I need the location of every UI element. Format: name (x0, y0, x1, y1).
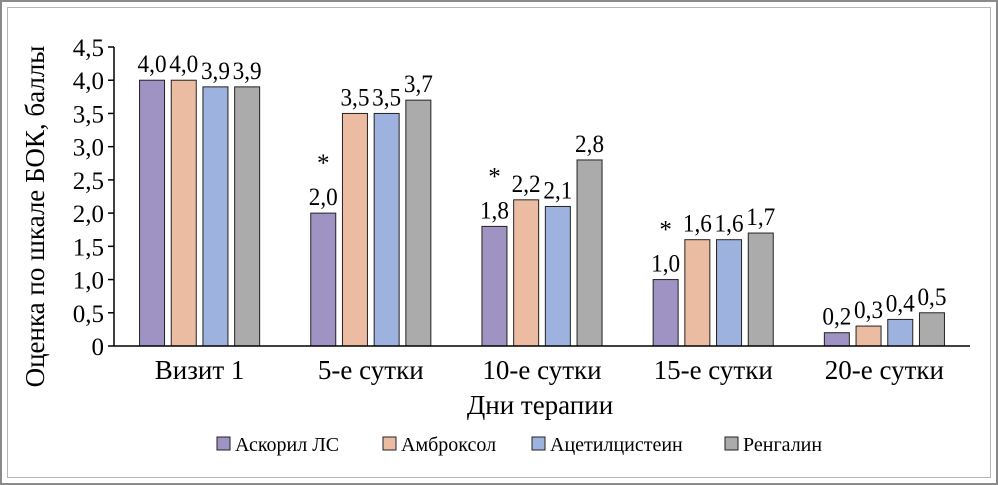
bar (823, 332, 850, 347)
bar (684, 239, 711, 347)
bar (310, 212, 337, 347)
bar (747, 232, 774, 347)
legend-label: Аскорил ЛС (235, 434, 339, 456)
bar (139, 79, 166, 347)
x-category-label: 20-е сутки (825, 355, 944, 385)
data-label: 2,1 (543, 177, 572, 204)
y-tick-label: 1,5 (73, 234, 104, 261)
bar (341, 112, 368, 347)
x-category-label: 10-е сутки (482, 355, 601, 385)
bar (716, 239, 743, 347)
bar (234, 86, 261, 347)
y-tick-label: 3,5 (73, 101, 104, 128)
data-label: 4,0 (138, 51, 167, 78)
bar (887, 318, 914, 347)
y-tick-label: 0,5 (73, 301, 104, 328)
data-label: 3,5 (372, 84, 401, 111)
bar (202, 86, 229, 347)
y-tick-label: 2,0 (73, 201, 104, 228)
data-label: 3,9 (233, 58, 262, 85)
significance-marker: * (488, 163, 501, 190)
legend-swatch (724, 436, 739, 451)
bar (918, 312, 945, 347)
x-category-labels: Визит 1 5-е сутки 10-е сутки 15-е сутки 20-е… (155, 355, 944, 385)
data-label: 1,7 (746, 204, 775, 231)
data-label: 2,0 (309, 184, 338, 211)
bar (373, 112, 400, 347)
y-tick-label: 0 (92, 334, 105, 361)
x-category-label: Визит 1 (155, 355, 245, 385)
bar (576, 159, 603, 347)
legend: Аскорил ЛС Амброксол Ацетилцистеин Ренгалин (216, 434, 822, 456)
legend-swatch (531, 436, 546, 451)
data-label: 0,4 (886, 290, 915, 317)
x-category-label: 15-е сутки (654, 355, 773, 385)
legend-swatch (382, 436, 397, 451)
legend-swatch (216, 436, 231, 451)
legend-label: Амброксол (401, 434, 496, 456)
data-label: 2,8 (575, 131, 604, 158)
data-label: 0,2 (822, 304, 851, 331)
data-label: 0,3 (854, 297, 883, 324)
bar (544, 205, 571, 347)
y-ticks: 0 0,5 1,0 1,5 2,0 2,5 3,0 3,5 4,0 4,5 (73, 35, 114, 361)
y-axis-title: Оценка по шкале БОК, баллы (20, 46, 50, 388)
figure-inner-border (7, 7, 991, 478)
data-label: 1,0 (651, 251, 680, 278)
data-label: 1,6 (683, 211, 712, 238)
data-label: 0,5 (917, 284, 946, 311)
data-labels: 4,0 4,0 3,9 3,92,0*3,5 3,5 3,71,8* 2,2 2,12,81,… (138, 51, 947, 330)
x-category-label: 5-е сутки (318, 355, 424, 385)
data-label: 1,8 (480, 197, 509, 224)
bar (513, 199, 540, 347)
data-label: 3,7 (404, 71, 433, 98)
legend-label: Ацетилцистеин (550, 434, 683, 456)
data-label: 4,0 (169, 51, 198, 78)
x-axis-title: Дни терапии (467, 390, 613, 420)
y-tick-label: 1,0 (73, 268, 104, 295)
data-label: 3,5 (340, 84, 369, 111)
y-tick-label: 4,5 (73, 35, 104, 62)
data-label: 1,6 (715, 211, 744, 238)
bar (481, 225, 508, 347)
y-tick-label: 2,5 (73, 168, 104, 195)
y-tick-label: 4,0 (73, 68, 104, 95)
legend-label: Ренгалин (743, 434, 822, 456)
y-tick-label: 3,0 (73, 135, 104, 162)
bar (170, 79, 197, 347)
significance-marker: * (659, 217, 672, 244)
data-label: 3,9 (201, 58, 230, 85)
bars (139, 79, 945, 347)
significance-marker: * (317, 150, 330, 177)
data-label: 2,2 (512, 171, 541, 198)
bar (652, 279, 679, 347)
bar (405, 99, 432, 347)
bar (855, 325, 882, 347)
